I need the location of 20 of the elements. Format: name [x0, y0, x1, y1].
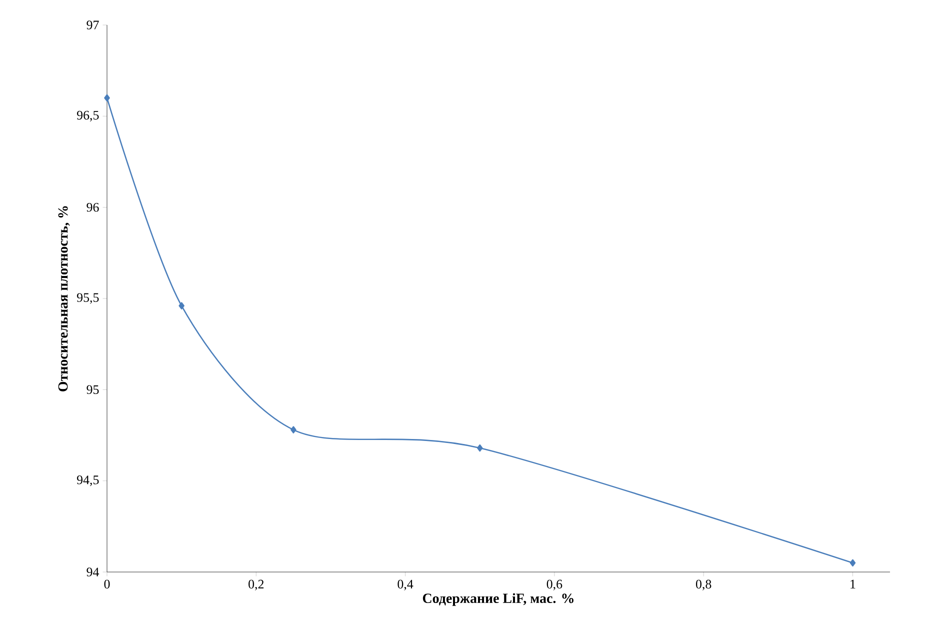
- y-tick-label: 95: [86, 385, 99, 394]
- x-tick-label: 0: [104, 580, 110, 589]
- y-tick-label: 94: [86, 568, 100, 576]
- point: [476, 444, 483, 452]
- x-tick-label: 0,8: [696, 580, 712, 590]
- x-tick-label: 0,2: [248, 580, 264, 590]
- point: [850, 559, 856, 567]
- point: [290, 426, 296, 434]
- y-tick-label: 96: [86, 202, 99, 212]
- y-tick-label: 94,5: [76, 476, 99, 486]
- y-tick-label: 96,5: [76, 110, 99, 122]
- y-tick-label: 95,5: [76, 293, 99, 304]
- x-tick-label: 0,4: [398, 580, 414, 590]
- x-tick-label: 1: [850, 580, 856, 588]
- point: [104, 94, 110, 102]
- y-axis-title: Относительная плотность, %: [58, 206, 70, 392]
- y-tick-label: 97: [86, 20, 99, 30]
- x-tick-label: 0,6: [546, 580, 562, 590]
- point: [178, 302, 184, 310]
- x-axis-title: Содержание LiF, мас. %: [422, 593, 574, 606]
